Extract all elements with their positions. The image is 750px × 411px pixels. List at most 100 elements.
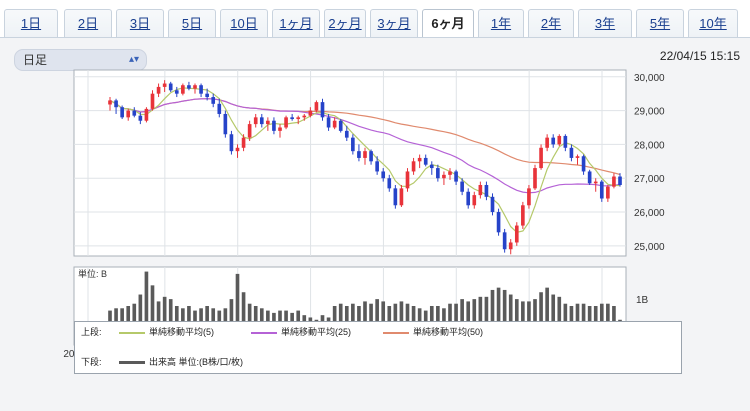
candle-body [156,86,161,94]
candle-body [618,176,622,185]
candle-body [126,110,131,118]
tab-1[interactable]: 2日 [64,9,112,38]
legend-ma5-label: 単純移動平均(5) [149,327,214,337]
volume-bar [508,294,513,345]
tab-7[interactable]: 3ヶ月 [370,9,418,38]
candle-body [539,147,543,169]
volume-bar [545,287,549,345]
candle-body [466,191,471,206]
tab-8[interactable]: 6ヶ月 [422,9,474,39]
volume-bar [539,292,543,345]
tab-11[interactable]: 3年 [578,9,632,38]
volume-bar [502,289,507,345]
candle-body [460,181,464,192]
candle-body [496,212,501,233]
candle-body [187,85,191,89]
tab-13[interactable]: 10年 [688,9,738,38]
volume-bar [150,285,155,345]
period-tabs: 1日 2日 3日 5日 10日 1ヶ月 2ヶ月 3ヶ月 6ヶ月 1年 2年 3年 5年 10年 [0,0,750,39]
tab-3[interactable]: 5日 [168,9,216,38]
candle-body [308,110,313,116]
candle-body [545,137,549,148]
candle-body [241,137,246,148]
candle-body [223,113,228,135]
candle-body [606,186,610,199]
legend-volume-swatch [119,361,145,365]
y-tick-label: 26,000 [634,208,665,219]
candle-body [581,156,586,172]
candle-body [253,117,258,125]
candle-body [205,93,209,98]
volume-bar [496,287,501,345]
candle-body [357,151,361,158]
volume-bar [144,271,149,345]
tab-12[interactable]: 5年 [636,9,684,38]
volume-bar [138,294,143,345]
volume-bar [162,296,167,345]
candle-body [490,196,495,213]
candle-body [527,188,531,206]
candle-body [174,90,179,94]
candle-body [132,110,137,116]
legend-upper-row: 上段: 単純移動平均(5) 単純移動平均(25) 単純移動平均(50) [81,325,483,339]
tab-9[interactable]: 1年 [478,9,524,38]
candle-body [593,181,598,184]
candle-body [247,124,252,138]
legend: 上段: 単純移動平均(5) 単純移動平均(25) 単純移動平均(50) 下段: … [74,321,682,374]
candle-body [284,117,288,128]
candle-body [514,225,519,243]
candle-body [436,168,440,179]
candle-body [108,100,112,105]
candle-body [168,83,173,91]
legend-ma25-swatch [251,331,277,334]
candle-body [217,103,222,114]
candle-body [521,205,525,226]
legend-upper-label: 上段: [81,327,102,337]
tab-4[interactable]: 10日 [220,9,268,38]
y-tick-label: 28,000 [634,140,665,151]
volume-unit-label: 単位: B [78,268,107,279]
candle-body [575,156,580,158]
volume-bar [551,294,556,345]
volume-bar [478,296,483,345]
volume-bar [235,273,240,345]
candle-body [484,184,489,197]
candle-body [508,242,513,250]
candle-body [569,147,574,158]
y-tick-label: 27,000 [634,174,665,185]
legend-volume-label: 出来高 単位:(B株/口/枚) [149,357,243,367]
range-select-value: 日足 [23,53,48,67]
legend-ma50-label: 単純移動平均(50) [413,327,484,337]
candle-body [563,135,568,148]
tab-0[interactable]: 1日 [4,9,58,38]
candle-body [193,85,197,89]
tab-6[interactable]: 2ヶ月 [324,9,366,38]
candle-body [587,171,592,184]
tab-2[interactable]: 3日 [116,9,164,38]
candle-body [411,161,416,172]
legend-ma50-swatch [383,331,409,334]
y-tick-label: 25,000 [634,242,665,253]
volume-bar [241,292,246,345]
y-tick-label: 30,000 [634,73,665,84]
candle-body [351,137,355,152]
candle-body [417,157,422,162]
timestamp: 22/04/15 15:15 [659,49,740,63]
candle-body [150,93,155,109]
tab-5[interactable]: 1ヶ月 [272,9,320,38]
legend-ma5: 単純移動平均(5) [119,325,214,339]
legend-ma25-label: 単純移動平均(25) [281,327,352,337]
legend-ma25: 単純移動平均(25) [251,325,351,339]
candle-body [259,117,264,125]
candle-body [162,83,167,87]
tab-10[interactable]: 2年 [528,9,574,38]
legend-lower-label: 下段: [81,357,102,367]
candle-body [478,184,483,196]
candle-body [120,107,124,118]
y-tick-label: 29,000 [634,107,665,118]
candle-body [144,108,149,121]
candle-body [235,147,240,152]
volume-bar [557,296,562,345]
candle-body [320,102,325,118]
candle-body [557,135,562,145]
